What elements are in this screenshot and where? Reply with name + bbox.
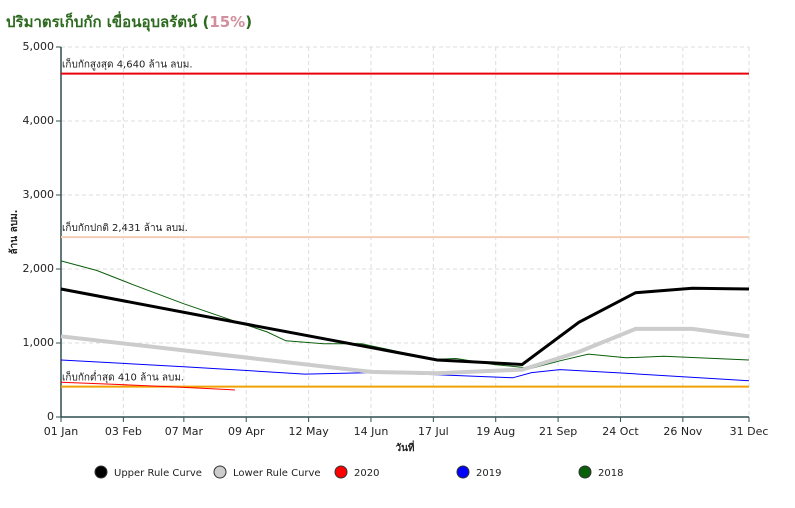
x-tick-label: 24 Oct — [602, 425, 639, 438]
x-tick-label: 09 Apr — [228, 425, 265, 438]
reference-label: เก็บกักปกติ 2,431 ล้าน ลบม. — [62, 220, 188, 234]
reference-label: เก็บกักสูงสุด 4,640 ล้าน ลบม. — [62, 57, 193, 71]
legend-item[interactable]: Lower Rule Curve — [213, 465, 321, 479]
legend-marker — [456, 465, 470, 479]
series-line — [60, 260, 750, 369]
y-tick-label: 4,000 — [23, 114, 55, 127]
chart-title: ปริมาตรเก็บกัก เขื่อนอุบลรัตน์ (15%) — [6, 11, 252, 32]
y-tick-label: 1,000 — [23, 336, 55, 349]
x-tick-label: 03 Feb — [105, 425, 142, 438]
legend-label: Lower Rule Curve — [233, 468, 321, 479]
x-tick-label: 12 May — [288, 425, 329, 438]
legend-marker — [94, 465, 108, 479]
legend-label: 2018 — [598, 468, 623, 479]
y-tick-label: 5,000 — [23, 40, 55, 53]
series-line — [60, 381, 235, 391]
x-tick-label: 01 Jan — [44, 425, 78, 438]
legend-label: 2020 — [354, 468, 379, 479]
title-end: ) — [245, 13, 252, 31]
y-tick-label: 0 — [47, 410, 54, 423]
legend-label: 2019 — [476, 468, 501, 479]
series-line — [60, 326, 750, 376]
x-tick-label: 14 Jun — [354, 425, 389, 438]
y-tick-label: 3,000 — [23, 188, 55, 201]
legend-item[interactable]: Upper Rule Curve — [94, 465, 202, 479]
legend-item[interactable]: 2019 — [456, 465, 501, 479]
x-tick-label: 19 Aug — [476, 425, 515, 438]
legend-label: Upper Rule Curve — [114, 468, 202, 479]
legend-marker — [213, 465, 227, 479]
y-axis-label: ล้าน ลบม. — [8, 210, 20, 255]
x-tick-label: 07 Mar — [165, 425, 204, 438]
series-line — [60, 359, 750, 382]
x-tick-label: 21 Sep — [539, 425, 577, 438]
x-tick-label: 31 Dec — [730, 425, 769, 438]
series-line — [60, 286, 750, 367]
title-text: ปริมาตรเก็บกัก เขื่อนอุบลรัตน์ ( — [6, 11, 209, 32]
reference-label: เก็บกักต่ำสุด 410 ล้าน ลบม. — [62, 370, 184, 384]
x-axis-label: วันที่ — [395, 440, 414, 454]
y-tick-label: 2,000 — [23, 262, 55, 275]
legend-marker — [334, 465, 348, 479]
x-tick-label: 26 Nov — [663, 425, 702, 438]
title-percent: 15% — [209, 13, 245, 31]
legend-item[interactable]: 2018 — [578, 465, 623, 479]
x-tick-label: 17 Jul — [418, 425, 449, 438]
legend-marker — [578, 465, 592, 479]
legend-item[interactable]: 2020 — [334, 465, 379, 479]
